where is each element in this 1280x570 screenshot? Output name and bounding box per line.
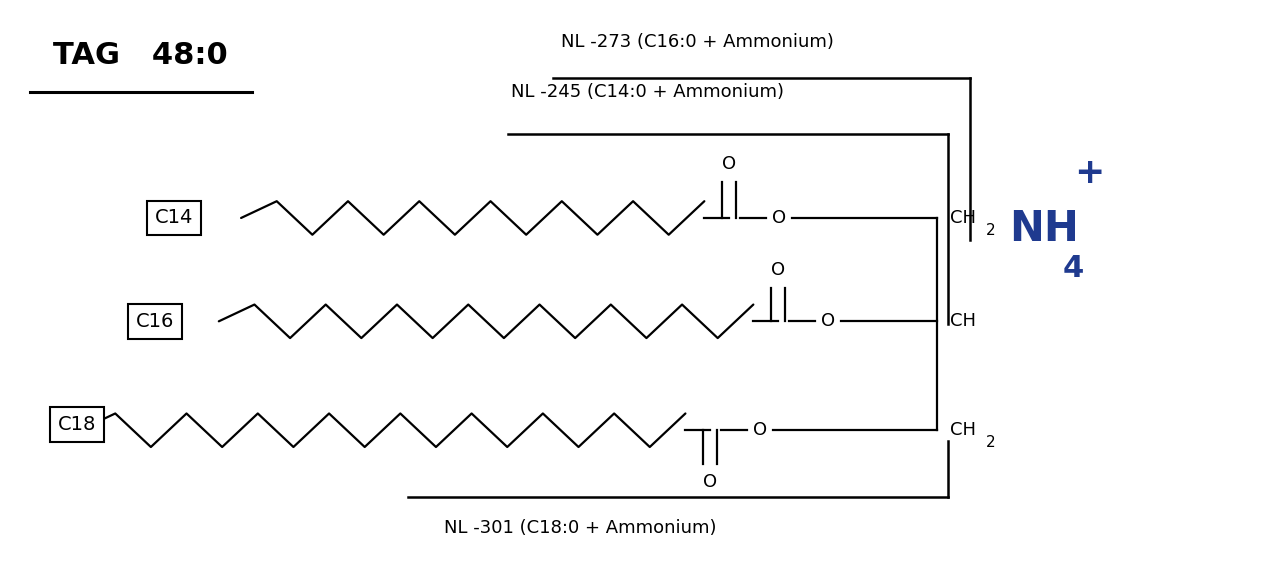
Text: +: + — [1074, 156, 1105, 190]
Text: 2: 2 — [986, 223, 996, 238]
Text: C18: C18 — [58, 415, 96, 434]
Text: CH: CH — [951, 209, 977, 227]
Text: NL -273 (C16:0 + Ammonium): NL -273 (C16:0 + Ammonium) — [561, 33, 835, 51]
Text: NL -301 (C18:0 + Ammonium): NL -301 (C18:0 + Ammonium) — [444, 519, 717, 537]
Text: O: O — [820, 312, 835, 330]
Text: O: O — [722, 154, 736, 173]
Text: C16: C16 — [136, 312, 174, 331]
Text: O: O — [753, 421, 767, 439]
Text: CH: CH — [951, 312, 977, 330]
Text: O: O — [703, 473, 717, 491]
Text: 2: 2 — [986, 435, 996, 450]
Text: O: O — [772, 209, 786, 227]
Text: NH: NH — [1010, 208, 1079, 250]
Text: C14: C14 — [155, 209, 193, 227]
Text: 4: 4 — [1062, 254, 1084, 283]
Text: O: O — [771, 261, 785, 279]
Text: TAG   48:0: TAG 48:0 — [54, 42, 228, 71]
Text: NL -245 (C14:0 + Ammonium): NL -245 (C14:0 + Ammonium) — [511, 83, 785, 101]
Text: CH: CH — [951, 421, 977, 439]
